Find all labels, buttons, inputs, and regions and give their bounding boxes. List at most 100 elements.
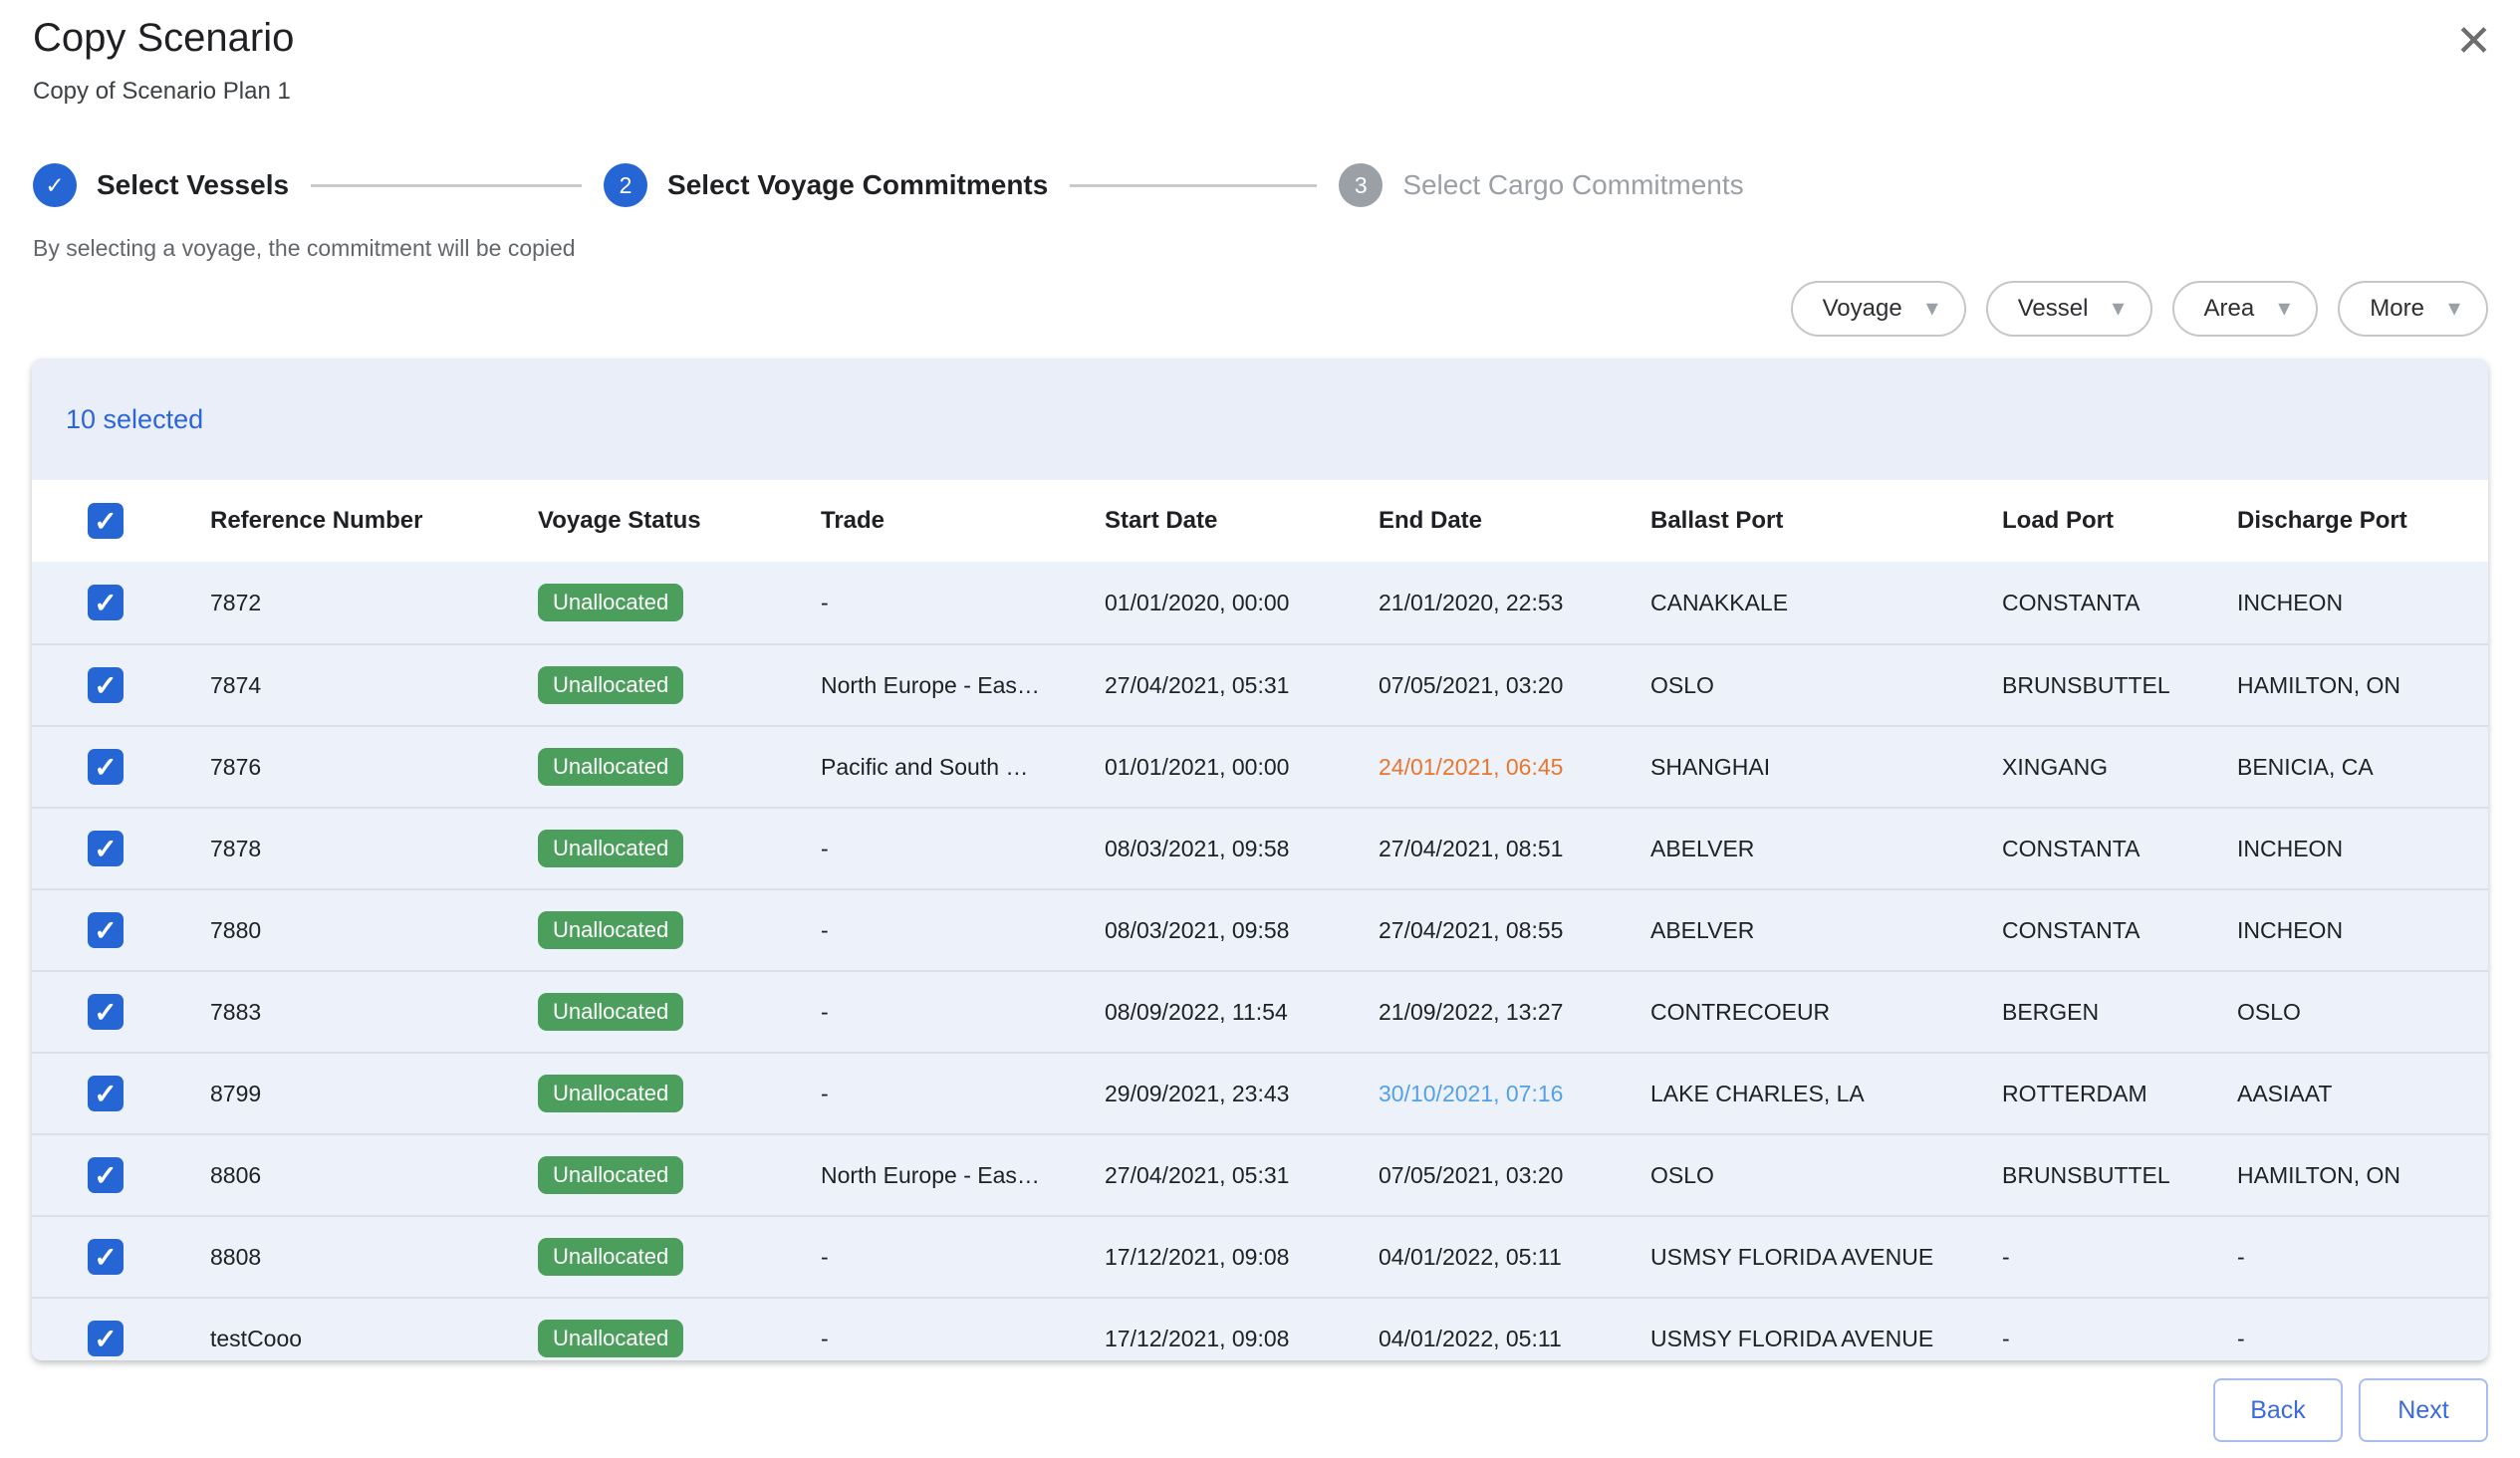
status-badge: Unallocated (538, 1075, 683, 1112)
back-button[interactable]: Back (2213, 1378, 2343, 1442)
filter-area-dropdown[interactable]: Area ▾ (2172, 281, 2319, 337)
chevron-down-icon: ▾ (2278, 297, 2290, 321)
reference-number-cell: 7878 (210, 836, 538, 862)
load-port-cell: BRUNSBUTTEL (2002, 672, 2237, 699)
row-checkbox[interactable]: ✓ (88, 1321, 124, 1356)
selected-count: 10 selected (66, 404, 203, 435)
reference-number-cell: 8799 (210, 1081, 538, 1107)
selection-bar: 10 selected (32, 359, 2488, 480)
ballast-port-cell: OSLO (1650, 672, 2002, 699)
voyage-commitments-table: 10 selected ✓ Reference Number Voyage St… (32, 359, 2488, 1360)
load-port-cell: BERGEN (2002, 999, 2237, 1026)
row-checkbox[interactable]: ✓ (88, 912, 124, 948)
step-select-vessels[interactable]: ✓ Select Vessels (33, 163, 289, 207)
reference-number-cell: 7874 (210, 672, 538, 699)
stepper-connector (311, 184, 582, 187)
status-badge: Unallocated (538, 830, 683, 867)
next-button[interactable]: Next (2359, 1378, 2488, 1442)
ballast-port-cell: CANAKKALE (1650, 590, 2002, 616)
discharge-port-cell: HAMILTON, ON (2237, 672, 2488, 699)
filter-label: Area (2204, 295, 2255, 323)
column-header-discharge-port: Discharge Port (2237, 507, 2488, 535)
start-date-cell: 17/12/2021, 09:08 (1105, 1244, 1379, 1271)
row-checkbox[interactable]: ✓ (88, 667, 124, 703)
chevron-down-icon: ▾ (2448, 297, 2460, 321)
reference-number-cell: 7880 (210, 917, 538, 944)
reference-number-cell: 7883 (210, 999, 538, 1026)
discharge-port-cell: INCHEON (2237, 917, 2488, 944)
reference-number-cell: 8808 (210, 1244, 538, 1271)
end-date-cell: 27/04/2021, 08:55 (1379, 917, 1650, 944)
status-badge: Unallocated (538, 666, 683, 704)
trade-cell: North Europe - Eas… (821, 1162, 1105, 1189)
trade-cell: - (821, 1326, 1105, 1352)
filter-label: Vessel (2018, 295, 2089, 323)
start-date-cell: 08/03/2021, 09:58 (1105, 917, 1379, 944)
table-row[interactable]: ✓ 7872 Unallocated - 01/01/2020, 00:00 2… (32, 562, 2488, 643)
load-port-cell: CONSTANTA (2002, 836, 2237, 862)
row-checkbox[interactable]: ✓ (88, 585, 124, 620)
load-port-cell: - (2002, 1244, 2237, 1271)
end-date-cell: 04/01/2022, 05:11 (1379, 1326, 1650, 1352)
ballast-port-cell: ABELVER (1650, 836, 2002, 862)
load-port-cell: XINGANG (2002, 754, 2237, 781)
row-checkbox[interactable]: ✓ (88, 994, 124, 1030)
trade-cell: North Europe - Eas… (821, 672, 1105, 699)
filter-more-dropdown[interactable]: More ▾ (2338, 281, 2488, 337)
close-icon[interactable]: ✕ (2455, 20, 2492, 64)
table-row[interactable]: ✓ 7883 Unallocated - 08/09/2022, 11:54 2… (32, 970, 2488, 1052)
table-row[interactable]: ✓ 7874 Unallocated North Europe - Eas… 2… (32, 643, 2488, 725)
table-row[interactable]: ✓ 7880 Unallocated - 08/03/2021, 09:58 2… (32, 888, 2488, 970)
trade-cell: - (821, 1081, 1105, 1107)
filter-label: Voyage (1823, 295, 1902, 323)
status-badge: Unallocated (538, 1320, 683, 1357)
step-number-badge: 3 (1339, 163, 1383, 207)
stepper: ✓ Select Vessels 2 Select Voyage Commitm… (33, 163, 1744, 207)
ballast-port-cell: ABELVER (1650, 917, 2002, 944)
discharge-port-cell: AASIAAT (2237, 1081, 2488, 1107)
load-port-cell: ROTTERDAM (2002, 1081, 2237, 1107)
step-select-cargo-commitments[interactable]: 3 Select Cargo Commitments (1339, 163, 1743, 207)
filter-voyage-dropdown[interactable]: Voyage ▾ (1791, 281, 1966, 337)
table-row[interactable]: ✓ testCooo Unallocated - 17/12/2021, 09:… (32, 1297, 2488, 1360)
trade-cell: Pacific and South … (821, 754, 1105, 781)
table-header-row: ✓ Reference Number Voyage Status Trade S… (32, 480, 2488, 562)
status-badge: Unallocated (538, 1156, 683, 1194)
row-checkbox[interactable]: ✓ (88, 1239, 124, 1275)
load-port-cell: CONSTANTA (2002, 917, 2237, 944)
end-date-cell: 07/05/2021, 03:20 (1379, 672, 1650, 699)
select-all-checkbox[interactable]: ✓ (88, 503, 124, 539)
ballast-port-cell: USMSY FLORIDA AVENUE (1650, 1244, 2002, 1271)
trade-cell: - (821, 999, 1105, 1026)
reference-number-cell: 7872 (210, 590, 538, 616)
ballast-port-cell: USMSY FLORIDA AVENUE (1650, 1326, 2002, 1352)
table-row[interactable]: ✓ 8806 Unallocated North Europe - Eas… 2… (32, 1133, 2488, 1215)
step-select-voyage-commitments[interactable]: 2 Select Voyage Commitments (604, 163, 1048, 207)
table-row[interactable]: ✓ 8799 Unallocated - 29/09/2021, 23:43 3… (32, 1052, 2488, 1133)
table-row[interactable]: ✓ 8808 Unallocated - 17/12/2021, 09:08 0… (32, 1215, 2488, 1297)
status-badge: Unallocated (538, 748, 683, 786)
filter-vessel-dropdown[interactable]: Vessel ▾ (1986, 281, 2152, 337)
status-badge: Unallocated (538, 584, 683, 621)
filter-bar: Voyage ▾ Vessel ▾ Area ▾ More ▾ (1791, 281, 2488, 337)
step-label: Select Cargo Commitments (1402, 169, 1743, 201)
ballast-port-cell: SHANGHAI (1650, 754, 2002, 781)
row-checkbox[interactable]: ✓ (88, 831, 124, 866)
load-port-cell: BRUNSBUTTEL (2002, 1162, 2237, 1189)
row-checkbox[interactable]: ✓ (88, 1076, 124, 1111)
discharge-port-cell: OSLO (2237, 999, 2488, 1026)
step-label: Select Voyage Commitments (667, 169, 1048, 201)
column-header-load-port: Load Port (2002, 507, 2237, 535)
end-date-cell: 07/05/2021, 03:20 (1379, 1162, 1650, 1189)
table-row[interactable]: ✓ 7878 Unallocated - 08/03/2021, 09:58 2… (32, 807, 2488, 888)
reference-number-cell: 7876 (210, 754, 538, 781)
row-checkbox[interactable]: ✓ (88, 749, 124, 785)
stepper-helper-text: By selecting a voyage, the commitment wi… (33, 235, 576, 262)
column-header-start-date: Start Date (1105, 507, 1379, 535)
table-row[interactable]: ✓ 7876 Unallocated Pacific and South … 0… (32, 725, 2488, 807)
discharge-port-cell: BENICIA, CA (2237, 754, 2488, 781)
start-date-cell: 27/04/2021, 05:31 (1105, 672, 1379, 699)
row-checkbox[interactable]: ✓ (88, 1157, 124, 1193)
column-header-trade: Trade (821, 507, 1105, 535)
trade-cell: - (821, 590, 1105, 616)
